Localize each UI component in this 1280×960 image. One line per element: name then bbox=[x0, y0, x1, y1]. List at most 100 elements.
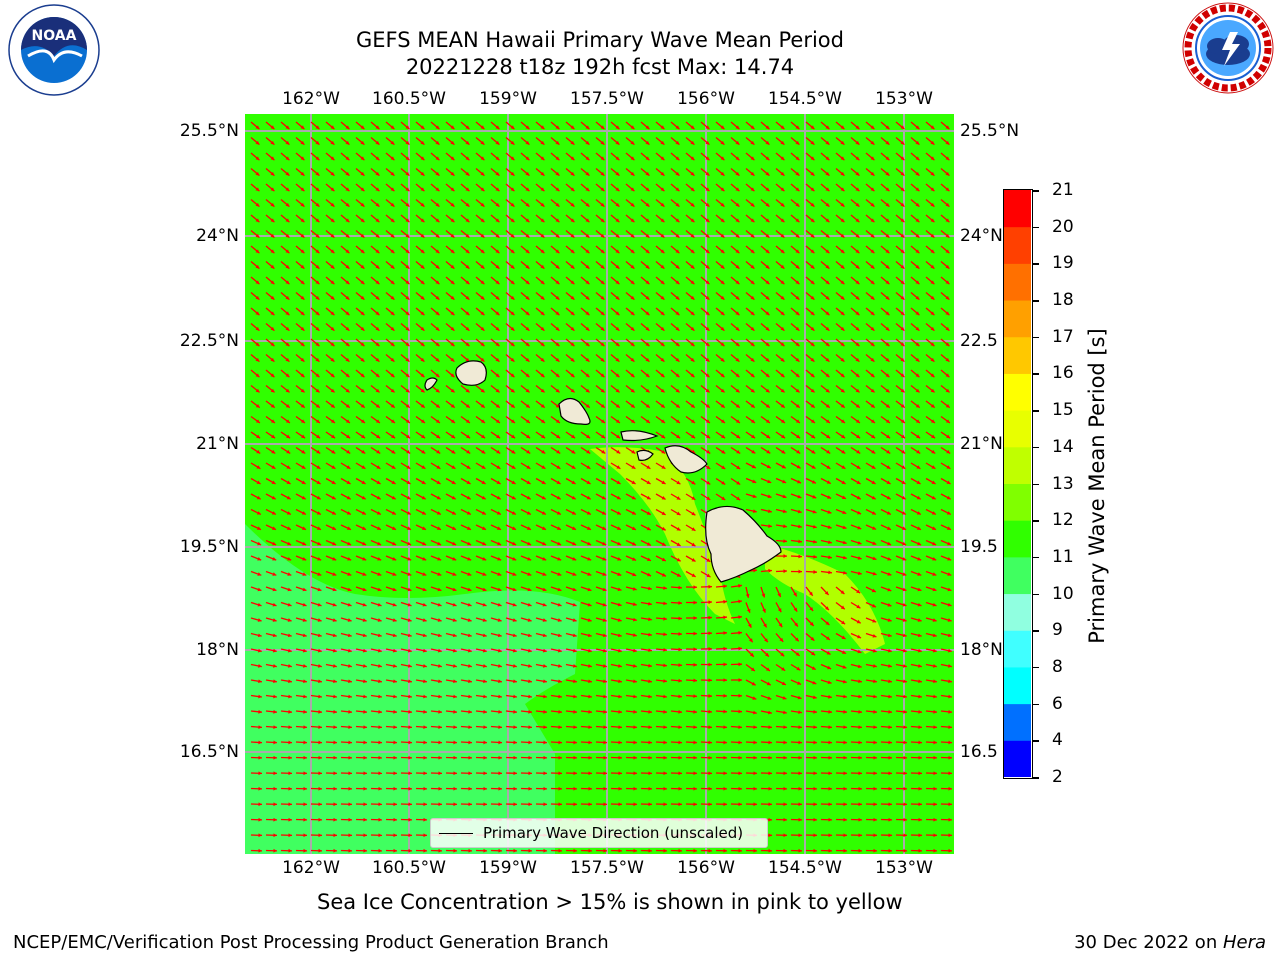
wave-arrow-head bbox=[840, 187, 845, 192]
wave-arrow-head bbox=[738, 755, 742, 760]
wave-arrow-head bbox=[585, 202, 590, 207]
wave-arrow-head bbox=[810, 311, 815, 316]
wave-arrow-head bbox=[555, 342, 560, 347]
wave-arrow-head bbox=[450, 171, 455, 176]
wave-arrow-head bbox=[362, 572, 367, 576]
wave-arrow-head bbox=[781, 464, 786, 469]
wave-arrow-head bbox=[945, 140, 950, 145]
wave-arrow-head bbox=[390, 249, 395, 254]
wave-arrow-head bbox=[783, 539, 787, 544]
wave-arrow-head bbox=[601, 465, 606, 469]
wave-arrow-head bbox=[318, 755, 322, 760]
wave-arrow-head bbox=[390, 388, 395, 393]
wave-arrow-head bbox=[376, 465, 381, 469]
wave-arrow-head bbox=[813, 740, 817, 745]
wave-arrow-head bbox=[780, 187, 785, 192]
wave-arrow-head bbox=[871, 449, 876, 454]
wave-arrow-head bbox=[541, 434, 546, 439]
wave-arrow-head bbox=[901, 526, 906, 530]
wave-arrow-head bbox=[513, 740, 517, 745]
wave-arrow-head bbox=[525, 388, 530, 393]
wave-arrow-head bbox=[946, 511, 951, 515]
wave-arrow-head bbox=[630, 404, 635, 408]
wave-arrow-head bbox=[693, 771, 697, 776]
wave-arrow-head bbox=[435, 233, 440, 238]
wave-arrow-head bbox=[663, 586, 667, 590]
wave-arrow-head bbox=[735, 419, 740, 423]
wave-arrow-head bbox=[661, 526, 666, 531]
wave-arrow-head bbox=[750, 311, 755, 316]
wave-arrow-head bbox=[360, 156, 365, 161]
wave-arrow-head bbox=[916, 449, 921, 454]
wave-arrow-head bbox=[885, 140, 890, 145]
wave-arrow-head bbox=[572, 541, 577, 546]
wave-arrow-head bbox=[496, 526, 501, 530]
wave-arrow-head bbox=[393, 679, 397, 684]
wave-arrow-head bbox=[378, 709, 382, 714]
wave-arrow-head bbox=[841, 620, 846, 625]
wave-arrow-head bbox=[676, 557, 681, 562]
wave-arrow-head bbox=[615, 249, 620, 254]
wave-arrow-head bbox=[330, 357, 335, 362]
wave-arrow-head bbox=[390, 202, 395, 207]
wave-arrow-head bbox=[813, 539, 817, 544]
wave-arrow-head bbox=[558, 755, 562, 760]
wave-arrow-head bbox=[917, 572, 922, 576]
wave-arrow-head bbox=[915, 125, 920, 130]
wave-arrow-head bbox=[947, 572, 952, 576]
wave-arrow-head bbox=[618, 771, 622, 776]
colorbar-level bbox=[1004, 336, 1031, 374]
wave-arrow-head bbox=[255, 187, 260, 192]
wave-arrow-head bbox=[525, 202, 530, 207]
wave-arrow-head bbox=[645, 342, 650, 347]
wave-arrow-head bbox=[405, 140, 410, 145]
wave-arrow-head bbox=[496, 434, 501, 439]
wave-arrow-head bbox=[423, 817, 427, 822]
wave-arrow-head bbox=[542, 587, 547, 592]
island-oahu bbox=[558, 397, 591, 425]
wave-arrow-head bbox=[450, 233, 455, 238]
wave-arrow-head bbox=[315, 187, 320, 192]
wave-arrow-head bbox=[420, 249, 425, 254]
wave-arrow-head bbox=[497, 557, 502, 561]
wave-arrow-head bbox=[450, 357, 455, 362]
wave-arrow-head bbox=[842, 650, 847, 654]
wave-arrow-head bbox=[257, 618, 262, 622]
wave-arrow-head bbox=[645, 156, 650, 161]
wave-arrow-head bbox=[930, 202, 935, 207]
wave-arrow-head bbox=[828, 755, 832, 760]
wave-arrow-head bbox=[693, 662, 697, 667]
wave-arrow-head bbox=[675, 404, 680, 408]
wave-arrow-head bbox=[435, 280, 440, 285]
colorbar-tick-mark bbox=[1033, 190, 1039, 192]
wave-arrow-head bbox=[676, 573, 681, 577]
wave-arrow-head bbox=[497, 541, 502, 546]
wave-arrow-head bbox=[332, 664, 337, 668]
wave-arrow-head bbox=[738, 771, 742, 776]
wave-arrow-head bbox=[855, 156, 860, 161]
wave-arrow-head bbox=[660, 373, 665, 378]
wave-arrow-head bbox=[795, 404, 800, 408]
wave-arrow-head bbox=[738, 615, 742, 620]
wave-arrow-head bbox=[495, 202, 500, 207]
wave-arrow-head bbox=[810, 156, 815, 161]
wave-arrow-head bbox=[420, 156, 425, 161]
wave-arrow-head bbox=[630, 342, 635, 347]
wave-arrow-head bbox=[648, 694, 652, 699]
wave-arrow-head bbox=[856, 480, 861, 484]
wave-arrow-head bbox=[408, 786, 412, 791]
wave-arrow-head bbox=[855, 404, 860, 408]
wave-arrow-head bbox=[873, 679, 877, 684]
wave-arrow-head bbox=[795, 326, 800, 331]
wave-arrow-head bbox=[843, 802, 847, 807]
wave-arrow-head bbox=[496, 449, 501, 454]
wave-arrow-head bbox=[495, 233, 500, 238]
wave-arrow-head bbox=[841, 635, 846, 639]
wave-arrow-head bbox=[887, 648, 892, 653]
wave-arrow-head bbox=[691, 527, 696, 531]
wave-arrow-head bbox=[453, 786, 457, 791]
wave-arrow-head bbox=[645, 249, 650, 254]
wave-arrow-head bbox=[363, 679, 367, 684]
wave-arrow-head bbox=[630, 357, 635, 362]
wave-arrow-head bbox=[422, 557, 427, 561]
